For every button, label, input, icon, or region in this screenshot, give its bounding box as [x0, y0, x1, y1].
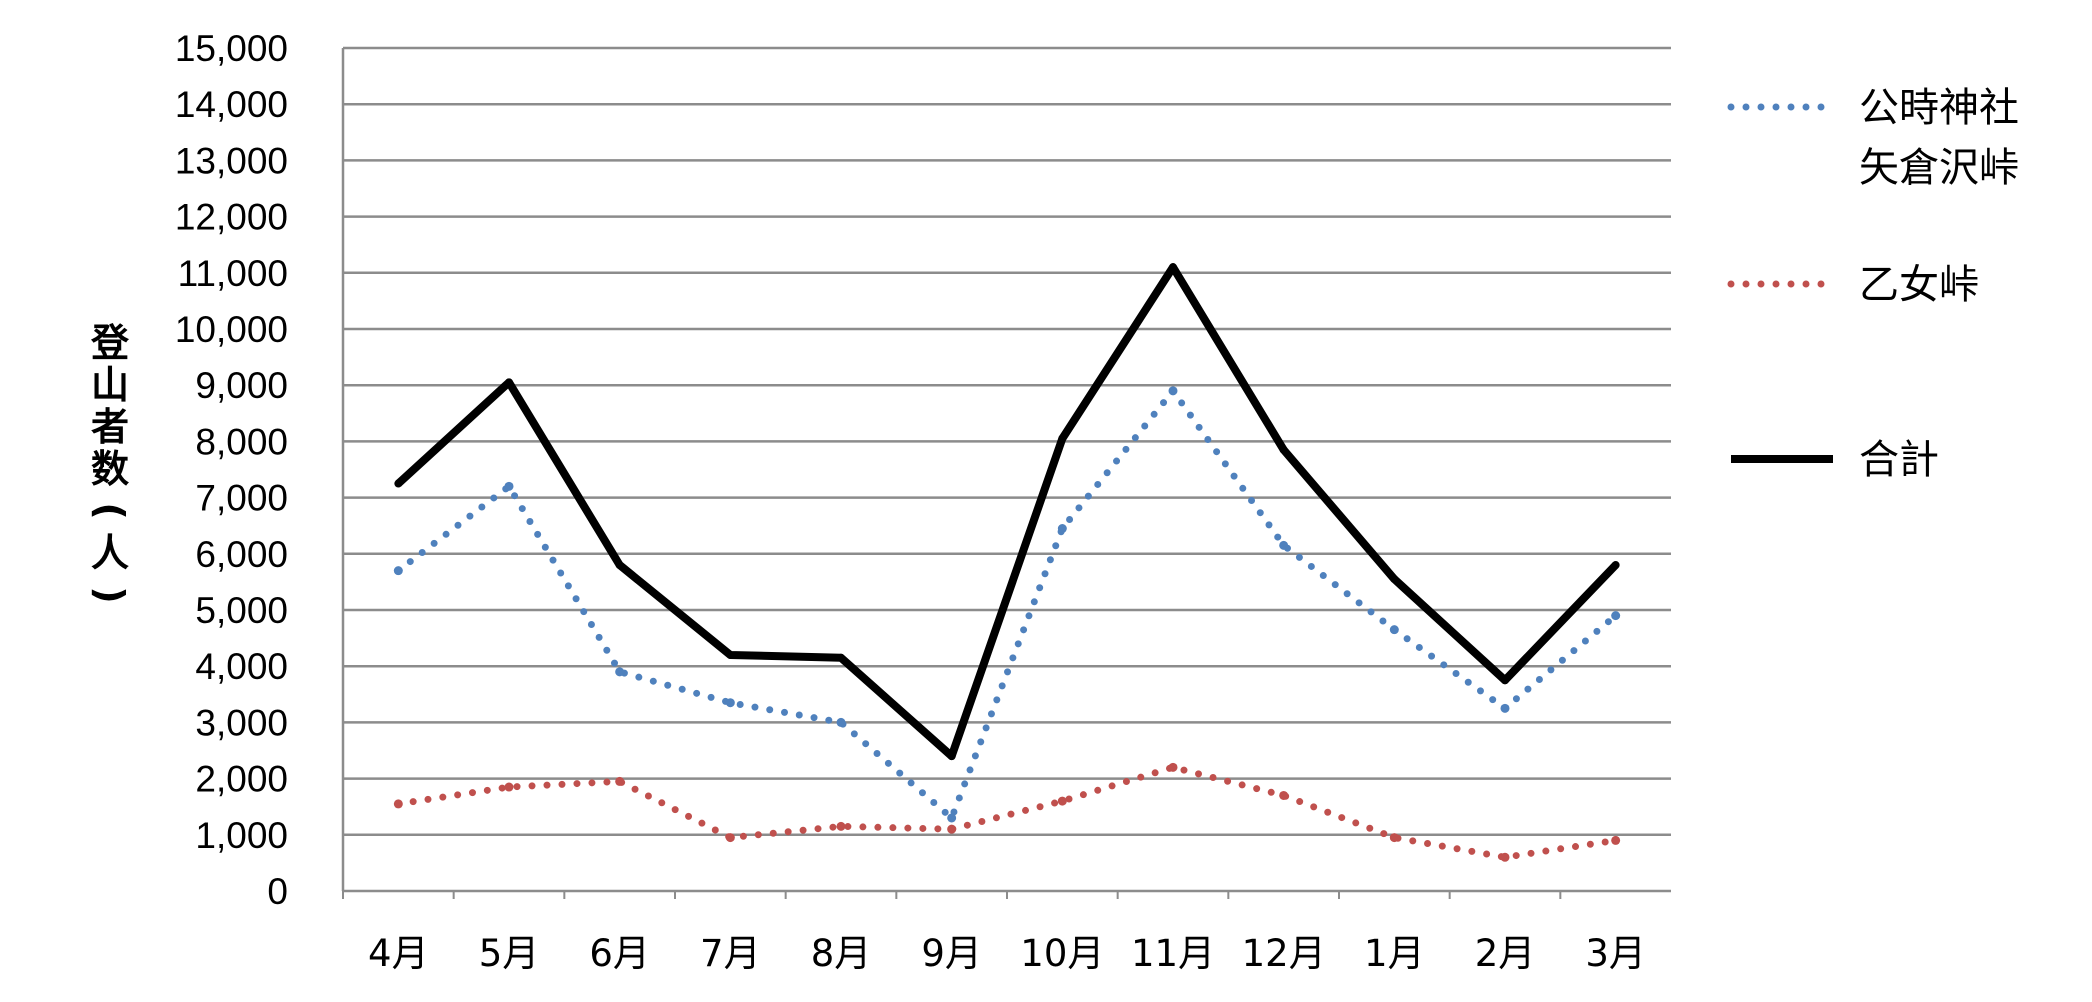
data-point — [1168, 386, 1178, 396]
data-point — [615, 561, 624, 570]
x-tick-label: 8月 — [811, 932, 872, 975]
legend-label: 公時神社 — [1859, 85, 2019, 131]
y-tick-label: 1,000 — [195, 815, 288, 856]
y-tick-label: 12,000 — [175, 197, 288, 238]
x-tick-labels: 4月 5月 6月 7月 8月 9月 10月 11月 12月 1月 2月 3月 — [368, 932, 1646, 975]
data-point — [1500, 703, 1510, 713]
x-tick-label: 6月 — [589, 932, 650, 975]
data-point — [1279, 790, 1289, 800]
y-axis-label-char: 数 — [91, 447, 129, 491]
data-point — [393, 566, 403, 576]
y-tick-labels: 0 1,000 2,000 3,000 4,000 5,000 6,000 7,000 8,00… — [175, 28, 288, 912]
series-line — [394, 387, 1620, 822]
y-tick-label: 5,000 — [195, 590, 288, 631]
y-tick-label: 10,000 — [175, 309, 288, 350]
data-point — [836, 717, 846, 727]
legend-label: 合計 — [1859, 437, 1939, 483]
gridlines — [343, 46, 1671, 837]
data-point — [947, 813, 957, 823]
y-axis-label-char: ( — [88, 502, 132, 519]
x-tick-label: 9月 — [921, 932, 982, 975]
data-point — [1058, 434, 1067, 443]
data-point — [1389, 625, 1399, 635]
series-line — [394, 763, 1620, 861]
data-point — [1279, 445, 1288, 454]
y-axis-label-char: 人 — [91, 531, 129, 575]
y-tick-label: 8,000 — [195, 421, 288, 462]
x-tick-label: 12月 — [1242, 932, 1326, 975]
y-tick-label: 13,000 — [175, 140, 288, 181]
data-point — [1057, 796, 1067, 806]
data-point — [504, 782, 514, 792]
data-point — [1169, 263, 1177, 272]
axes — [341, 48, 1671, 899]
y-axis-label-char: ) — [88, 586, 132, 603]
data-point — [1611, 561, 1620, 570]
data-point — [726, 650, 735, 659]
data-point — [1390, 575, 1399, 584]
y-axis-label-char: 者 — [91, 405, 129, 449]
series-line — [395, 263, 1619, 761]
data-point — [393, 799, 403, 809]
y-tick-label: 2,000 — [195, 759, 288, 800]
data-point — [725, 698, 735, 708]
legend-label: 矢倉沢峠 — [1859, 145, 2019, 191]
x-tick-label: 10月 — [1020, 932, 1104, 975]
data-point — [1389, 833, 1399, 843]
data-point — [504, 481, 514, 491]
series-lines — [393, 263, 1621, 862]
y-tick-label: 14,000 — [175, 84, 288, 125]
x-tick-label: 1月 — [1364, 932, 1425, 975]
y-tick-label: 4,000 — [195, 646, 288, 687]
x-tick-label: 3月 — [1585, 932, 1646, 975]
x-tick-label: 2月 — [1475, 932, 1536, 975]
data-point — [1168, 762, 1178, 772]
data-point — [1279, 540, 1289, 550]
y-tick-label: 6,000 — [195, 534, 288, 575]
data-point — [394, 479, 403, 488]
y-tick-label: 9,000 — [195, 365, 288, 406]
y-tick-label: 11,000 — [178, 253, 288, 294]
data-point — [837, 653, 845, 662]
y-tick-label: 3,000 — [195, 702, 288, 743]
data-point — [725, 833, 735, 843]
data-point — [1500, 852, 1510, 862]
y-tick-label: 0 — [267, 871, 288, 912]
y-tick-label: 7,000 — [195, 478, 288, 519]
data-point — [836, 821, 846, 831]
data-point — [1057, 524, 1067, 534]
data-point — [947, 752, 956, 761]
x-tick-label: 7月 — [700, 932, 761, 975]
x-tick-label: 11月 — [1131, 932, 1215, 975]
data-point — [615, 776, 625, 786]
y-axis-label-char: 登 — [90, 321, 130, 365]
data-point — [1501, 676, 1509, 685]
data-point — [947, 824, 957, 834]
data-point — [1611, 611, 1621, 621]
data-point — [505, 378, 513, 387]
x-tick-label: 5月 — [479, 932, 540, 975]
data-point — [615, 667, 625, 677]
legend-label: 乙女峠 — [1859, 262, 1979, 308]
data-point — [1611, 835, 1621, 845]
y-tick-label: 15,000 — [175, 28, 288, 69]
y-axis-label-char: 山 — [91, 363, 129, 407]
x-tick-label: 4月 — [368, 932, 429, 975]
